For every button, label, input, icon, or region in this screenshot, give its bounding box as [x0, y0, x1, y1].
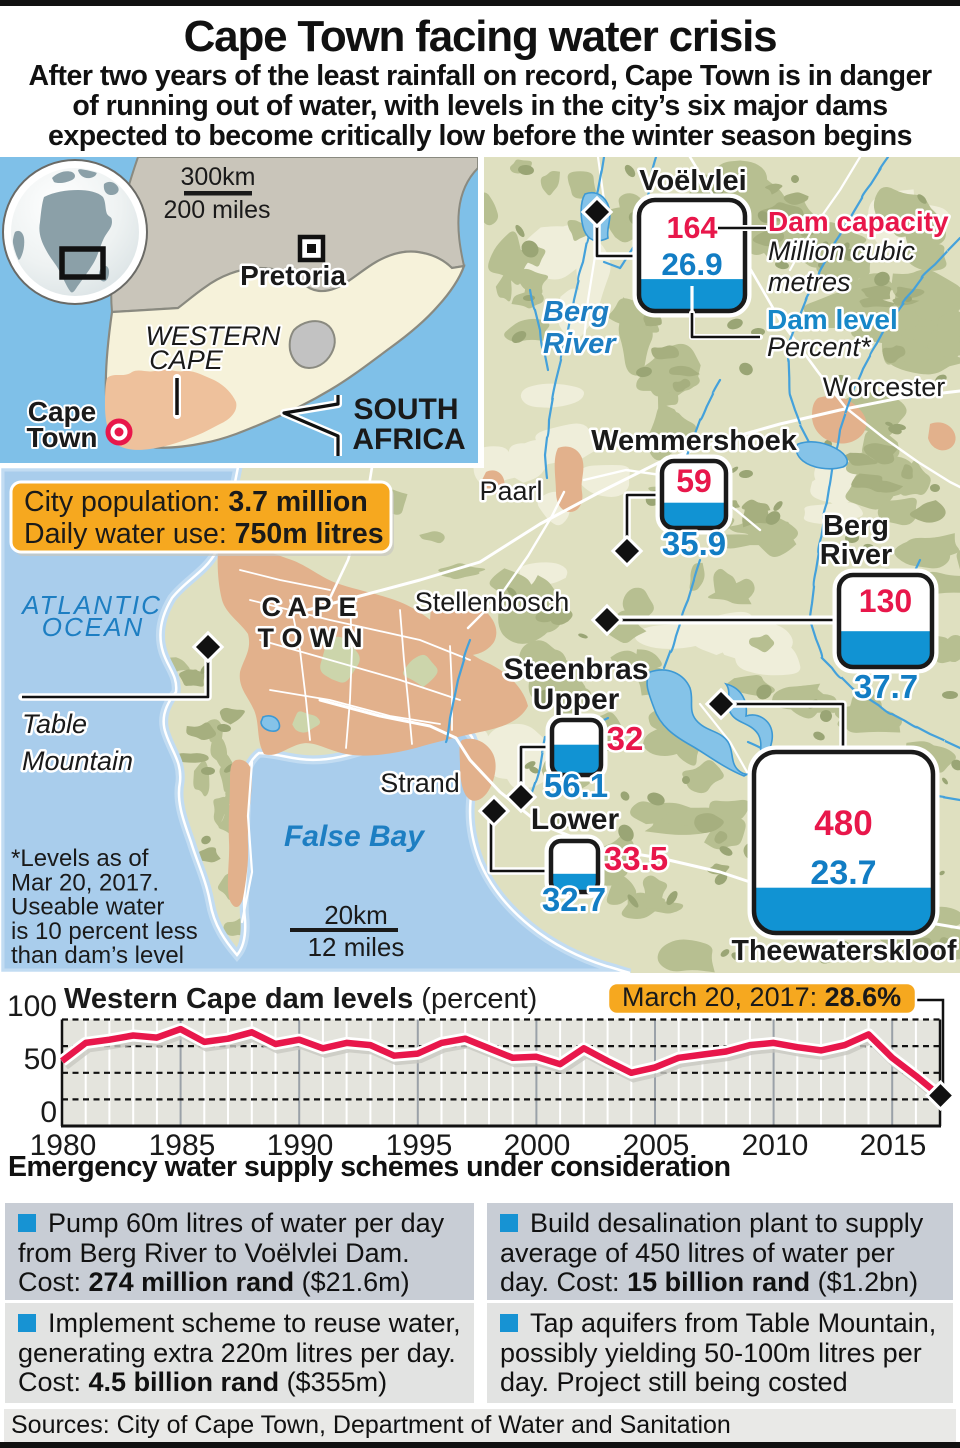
svg-text:SOUTH: SOUTH — [354, 393, 459, 426]
svg-text:Strand: Strand — [380, 768, 460, 798]
svg-text:0: 0 — [40, 1096, 57, 1129]
svg-text:1985: 1985 — [149, 1129, 216, 1162]
svg-text:River: River — [820, 539, 893, 571]
svg-text:Theewaterskloof: Theewaterskloof — [732, 935, 957, 967]
svg-text:Worcester: Worcester — [823, 372, 946, 402]
svg-text:March 20, 2017: 28.6%: March 20, 2017: 28.6% — [622, 982, 901, 1012]
svg-text:Town: Town — [26, 422, 97, 453]
svg-text:OCEAN: OCEAN — [42, 612, 144, 642]
svg-text:City population: 3.7 million: City population: 3.7 million — [24, 486, 368, 518]
svg-text:*Levels as of: *Levels as of — [11, 845, 149, 872]
svg-text:Upper: Upper — [533, 683, 620, 716]
svg-text:56.1: 56.1 — [544, 767, 608, 804]
svg-text:130: 130 — [859, 583, 912, 619]
svg-text:CAPE: CAPE — [149, 345, 224, 375]
svg-text:1995: 1995 — [386, 1129, 453, 1162]
svg-text:Voëlvlei: Voëlvlei — [639, 165, 746, 197]
svg-text:2015: 2015 — [860, 1129, 927, 1162]
svg-text:Percent*: Percent* — [767, 332, 872, 362]
svg-text:33.5: 33.5 — [604, 840, 668, 877]
svg-text:200 miles: 200 miles — [164, 196, 271, 224]
svg-text:metres: metres — [768, 267, 851, 297]
svg-text:Stellenbosch: Stellenbosch — [415, 587, 570, 617]
svg-text:37.7: 37.7 — [854, 668, 918, 705]
svg-text:Paarl: Paarl — [479, 476, 542, 506]
svg-text:is 10 percent less: is 10 percent less — [11, 918, 198, 945]
svg-text:River: River — [543, 328, 617, 360]
svg-text:2010: 2010 — [742, 1129, 809, 1162]
svg-text:Wemmershoek: Wemmershoek — [591, 425, 798, 457]
svg-text:Lower: Lower — [531, 803, 620, 836]
svg-text:Dam capacity: Dam capacity — [768, 206, 949, 237]
svg-text:than dam’s level: than dam’s level — [11, 942, 184, 969]
svg-text:Million cubic: Million cubic — [768, 236, 916, 266]
svg-text:32: 32 — [607, 720, 644, 757]
svg-text:Steenbras: Steenbras — [503, 653, 648, 686]
svg-text:False Bay: False Bay — [284, 820, 425, 853]
svg-text:Western Cape dam levels (perce: Western Cape dam levels (percent) — [64, 983, 537, 1015]
svg-text:Dam level: Dam level — [767, 304, 898, 335]
svg-text:1990: 1990 — [267, 1129, 334, 1162]
svg-text:Berg: Berg — [543, 296, 609, 328]
svg-text:C A P E: C A P E — [261, 592, 356, 622]
svg-text:T O W N: T O W N — [258, 623, 363, 653]
svg-text:35.9: 35.9 — [662, 525, 726, 562]
svg-text:12 miles: 12 miles — [308, 932, 405, 962]
svg-text:Cape: Cape — [28, 396, 96, 427]
svg-text:20km: 20km — [324, 900, 388, 930]
svg-text:23.7: 23.7 — [810, 854, 876, 892]
svg-text:WESTERN: WESTERN — [146, 321, 282, 351]
svg-text:59: 59 — [676, 463, 712, 499]
svg-text:Mountain: Mountain — [22, 746, 133, 776]
svg-text:Mar 20, 2017.: Mar 20, 2017. — [11, 869, 159, 896]
svg-text:50: 50 — [24, 1043, 57, 1076]
svg-text:Pretoria: Pretoria — [240, 260, 346, 291]
svg-text:2000: 2000 — [504, 1129, 571, 1162]
svg-text:100: 100 — [7, 990, 57, 1023]
svg-text:164: 164 — [667, 211, 718, 245]
svg-text:32.7: 32.7 — [542, 881, 606, 918]
svg-text:Table: Table — [22, 709, 87, 739]
svg-text:2005: 2005 — [623, 1129, 690, 1162]
svg-text:Berg: Berg — [823, 510, 889, 542]
svg-text:Daily water use: 750m litres: Daily water use: 750m litres — [24, 518, 384, 550]
svg-text:ATLANTIC: ATLANTIC — [20, 590, 162, 620]
svg-text:Useable water: Useable water — [11, 894, 164, 921]
svg-text:1980: 1980 — [30, 1129, 97, 1162]
svg-text:26.9: 26.9 — [661, 246, 722, 282]
svg-text:480: 480 — [814, 804, 872, 843]
svg-text:AFRICA: AFRICA — [352, 423, 465, 456]
svg-text:300km: 300km — [180, 163, 255, 191]
